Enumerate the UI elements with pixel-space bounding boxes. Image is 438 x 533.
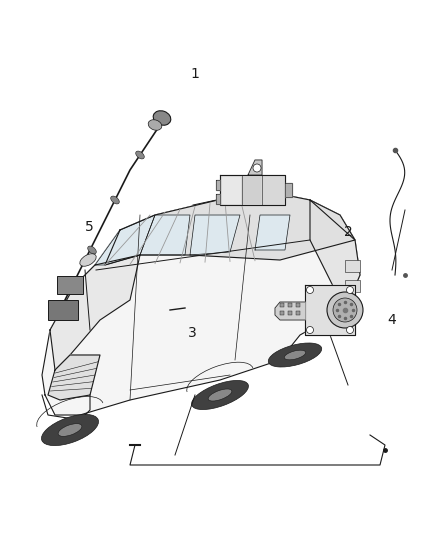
Polygon shape (216, 194, 220, 204)
Ellipse shape (191, 381, 248, 409)
Polygon shape (216, 180, 220, 190)
Circle shape (346, 287, 353, 294)
FancyBboxPatch shape (48, 300, 78, 320)
Circle shape (346, 327, 353, 334)
Circle shape (333, 298, 357, 322)
Ellipse shape (268, 343, 321, 367)
Circle shape (253, 164, 261, 172)
Polygon shape (255, 215, 290, 250)
Ellipse shape (153, 111, 171, 125)
Circle shape (307, 287, 314, 294)
Circle shape (307, 327, 314, 334)
Bar (280, 303, 284, 307)
Ellipse shape (284, 350, 306, 360)
Bar (280, 311, 284, 315)
Circle shape (327, 292, 363, 328)
Bar (345, 260, 360, 272)
Text: 4: 4 (388, 313, 396, 327)
Polygon shape (220, 175, 285, 205)
Ellipse shape (148, 120, 162, 130)
Bar (288, 311, 292, 315)
Ellipse shape (42, 414, 99, 446)
Polygon shape (105, 190, 355, 265)
Polygon shape (222, 177, 240, 203)
Ellipse shape (136, 151, 144, 159)
FancyBboxPatch shape (57, 276, 83, 294)
Bar (296, 311, 300, 315)
Polygon shape (190, 215, 240, 255)
Polygon shape (42, 190, 360, 415)
Bar (296, 303, 300, 307)
Bar (288, 303, 292, 307)
Ellipse shape (58, 424, 82, 437)
Text: 5: 5 (85, 220, 94, 233)
Polygon shape (310, 200, 360, 310)
Ellipse shape (111, 196, 119, 204)
Polygon shape (248, 160, 262, 175)
Text: 1: 1 (191, 67, 199, 80)
Polygon shape (50, 255, 140, 370)
Polygon shape (48, 355, 100, 400)
Polygon shape (95, 215, 155, 265)
Polygon shape (242, 177, 260, 203)
Polygon shape (275, 302, 305, 320)
Polygon shape (285, 183, 292, 197)
Ellipse shape (208, 389, 232, 401)
Text: 3: 3 (188, 326, 197, 340)
Ellipse shape (88, 246, 96, 254)
Polygon shape (305, 285, 355, 335)
Polygon shape (140, 215, 190, 255)
Text: 2: 2 (344, 225, 353, 239)
Bar (345, 280, 360, 292)
Ellipse shape (80, 254, 96, 266)
